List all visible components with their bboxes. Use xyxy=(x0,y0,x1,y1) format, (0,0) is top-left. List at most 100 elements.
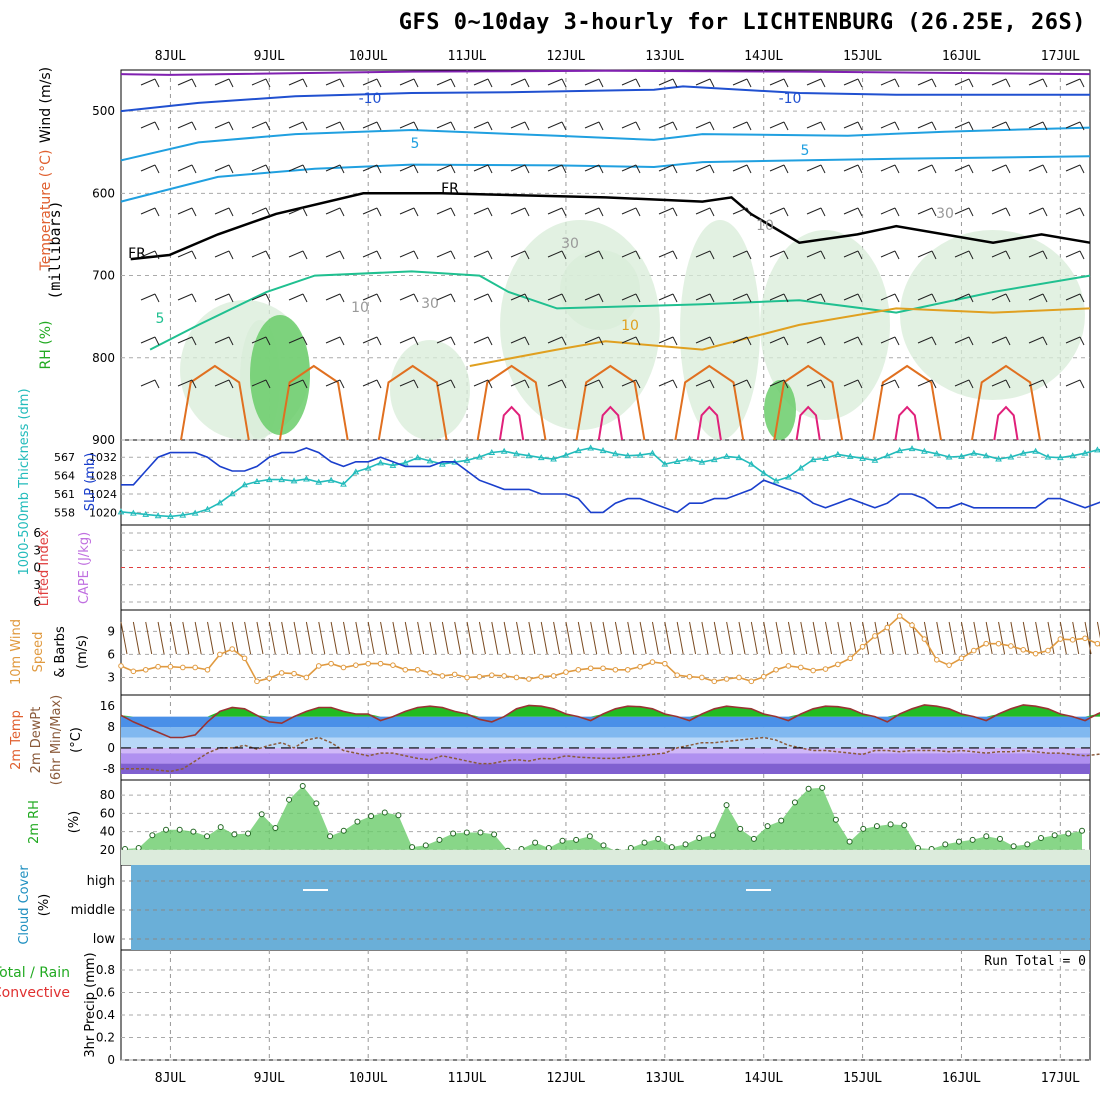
thickness-point xyxy=(710,456,718,463)
wind-barb-10m xyxy=(367,621,375,655)
wind-barb xyxy=(251,207,267,215)
wind-speed-point xyxy=(476,673,483,680)
wind-barb-tick xyxy=(1079,336,1085,346)
temp-tick-label: 0 xyxy=(107,741,115,755)
wind-barb-10m xyxy=(627,621,635,655)
wind-barb xyxy=(1065,293,1081,301)
wind-barb-tick xyxy=(746,250,752,260)
upper-ylabel-units: (millibars) xyxy=(46,200,64,299)
wind-barb-10m xyxy=(305,621,313,655)
wind-barb-tick xyxy=(339,207,345,217)
wind-barb-tick xyxy=(783,207,789,217)
wind-barb-tick xyxy=(894,207,900,217)
wind-barb xyxy=(584,207,600,215)
wind-barb xyxy=(251,164,267,172)
wind-barb xyxy=(177,78,193,86)
wind-barb-10m xyxy=(478,621,486,655)
temp-contour-plus5 xyxy=(149,270,1091,351)
wind-barb-tick xyxy=(1042,336,1048,346)
thickness-point xyxy=(599,447,607,454)
wind-barb-tick xyxy=(265,121,271,131)
wind-barb-10m xyxy=(169,621,177,655)
wind-barb-10m xyxy=(441,621,449,655)
wind-barb-tick xyxy=(931,164,937,174)
thickness-point xyxy=(1044,453,1052,460)
wind-barb xyxy=(880,336,896,344)
thickness-point xyxy=(1019,449,1027,456)
wind-barb-tick xyxy=(857,207,863,217)
wind-barb xyxy=(954,336,970,344)
thickness-point xyxy=(1056,454,1064,461)
wind-barb-tick xyxy=(820,293,826,303)
wind-barb xyxy=(547,293,563,301)
wind-barb-tick xyxy=(376,336,382,346)
wind-barb-tick xyxy=(783,121,789,131)
temp-tick-label: 16 xyxy=(100,699,115,713)
rh-point xyxy=(668,844,675,851)
wind-barb-tick xyxy=(561,336,567,346)
wind-barb xyxy=(843,78,859,86)
panel-frame-wind xyxy=(120,609,1091,696)
wind-barb xyxy=(769,78,785,86)
wind-barb-tick xyxy=(154,336,160,346)
rh-point xyxy=(682,841,689,848)
wind-barb-tick xyxy=(1005,336,1011,346)
wind-speed-point xyxy=(896,613,903,619)
thickness-point xyxy=(982,452,990,459)
slp-line xyxy=(121,447,1100,514)
wind-barb-10m xyxy=(244,621,252,655)
wind-barb-10m xyxy=(874,621,882,655)
thickness-point xyxy=(723,452,730,459)
wind-barb-tick xyxy=(968,379,974,389)
wind-barb-tick xyxy=(635,250,641,260)
wind-barb xyxy=(177,121,193,129)
wind-barb-tick xyxy=(191,207,197,217)
thickness-point xyxy=(204,505,211,512)
thickness-point xyxy=(364,464,372,471)
rh-point xyxy=(368,813,375,820)
wind-speed-point xyxy=(587,665,594,672)
temp-contour-plus15 xyxy=(180,364,250,441)
wind-barb-tick xyxy=(894,379,900,389)
wind-barb xyxy=(658,336,674,344)
rh-point xyxy=(573,836,580,843)
wind-tick-label: 6 xyxy=(107,647,115,661)
wind-barb-tick xyxy=(709,250,715,260)
wind-speed-point xyxy=(822,666,829,672)
wind-barb xyxy=(621,164,637,172)
cloud-ylabel: Cloud Cover xyxy=(17,865,32,945)
wind-speed-point xyxy=(1057,636,1064,642)
thickness-point xyxy=(500,447,508,454)
wind-speed-point xyxy=(204,666,211,673)
rh-point xyxy=(764,823,771,830)
rh-point xyxy=(860,825,867,832)
wind-barb xyxy=(399,121,415,129)
wind-barb-tick xyxy=(302,164,308,174)
wind-barb-10m xyxy=(503,621,511,655)
wind-barb-tick xyxy=(635,336,641,346)
wind-barb-tick xyxy=(265,164,271,174)
wind-barb-tick xyxy=(672,164,678,174)
cloud-level-label: low xyxy=(93,932,116,947)
wind-barb-10m xyxy=(1035,621,1043,655)
wind-ylabel-1: Speed xyxy=(31,632,46,673)
wind-barb-10m xyxy=(417,621,425,655)
wind-barb xyxy=(584,250,600,258)
wind-barb-10m xyxy=(763,621,771,655)
wind-barb-10m xyxy=(380,621,388,655)
wind-barb xyxy=(621,78,637,86)
thickness-ylabel: 1000-500mb Thickness (dm) xyxy=(17,388,32,575)
rh-point xyxy=(354,818,361,825)
wind-barb xyxy=(1028,293,1044,301)
wind-barb xyxy=(547,379,563,387)
wind-barb xyxy=(732,336,748,344)
rh-point xyxy=(258,811,265,818)
wind-barb-tick xyxy=(339,164,345,174)
wind-barb-10m xyxy=(157,621,165,655)
wind-barb-10m xyxy=(207,621,215,655)
rh-point xyxy=(286,796,293,803)
thickness-point xyxy=(921,447,928,454)
thickness-point xyxy=(290,477,298,484)
wind-barb xyxy=(732,379,748,387)
wind-barb-tick xyxy=(265,379,271,389)
